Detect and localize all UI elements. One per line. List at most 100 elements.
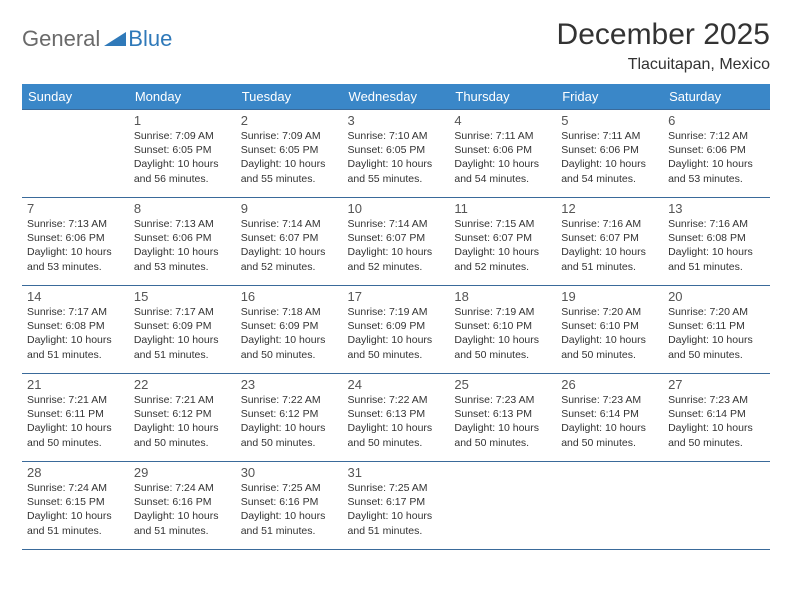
calendar-cell: 12Sunrise: 7:16 AMSunset: 6:07 PMDayligh… [556, 198, 663, 286]
day-number: 14 [27, 289, 124, 304]
day-info: Sunrise: 7:11 AMSunset: 6:06 PMDaylight:… [561, 129, 658, 186]
day-info: Sunrise: 7:19 AMSunset: 6:09 PMDaylight:… [348, 305, 445, 362]
day-number: 28 [27, 465, 124, 480]
day-number: 23 [241, 377, 338, 392]
calendar-body: 1 Sunrise: 7:09 AMSunset: 6:05 PMDaylight… [22, 110, 770, 550]
logo-text-general: General [22, 26, 100, 52]
calendar-cell: 15Sunrise: 7:17 AMSunset: 6:09 PMDayligh… [129, 286, 236, 374]
logo-triangle-icon [104, 28, 126, 51]
day-number: 30 [241, 465, 338, 480]
calendar-cell: 18Sunrise: 7:19 AMSunset: 6:10 PMDayligh… [449, 286, 556, 374]
calendar-cell: 22Sunrise: 7:21 AMSunset: 6:12 PMDayligh… [129, 374, 236, 462]
calendar-cell: 17Sunrise: 7:19 AMSunset: 6:09 PMDayligh… [343, 286, 450, 374]
day-number: 18 [454, 289, 551, 304]
calendar-cell: 11Sunrise: 7:15 AMSunset: 6:07 PMDayligh… [449, 198, 556, 286]
day-info: Sunrise: 7:23 AMSunset: 6:14 PMDaylight:… [561, 393, 658, 450]
day-number: 27 [668, 377, 765, 392]
calendar-cell: 23Sunrise: 7:22 AMSunset: 6:12 PMDayligh… [236, 374, 343, 462]
calendar-header-row: SundayMondayTuesdayWednesdayThursdayFrid… [22, 84, 770, 110]
day-info: Sunrise: 7:14 AMSunset: 6:07 PMDaylight:… [348, 217, 445, 274]
day-number: 2 [241, 113, 338, 128]
day-info: Sunrise: 7:12 AMSunset: 6:06 PMDaylight:… [668, 129, 765, 186]
day-number: 13 [668, 201, 765, 216]
page-title: December 2025 [557, 18, 770, 52]
day-number: 1 [134, 113, 231, 128]
weekday-header: Tuesday [236, 84, 343, 110]
calendar-cell: 16Sunrise: 7:18 AMSunset: 6:09 PMDayligh… [236, 286, 343, 374]
day-info: Sunrise: 7:22 AMSunset: 6:12 PMDaylight:… [241, 393, 338, 450]
day-number: 20 [668, 289, 765, 304]
day-number: 26 [561, 377, 658, 392]
calendar-cell: 21Sunrise: 7:21 AMSunset: 6:11 PMDayligh… [22, 374, 129, 462]
day-info: Sunrise: 7:25 AMSunset: 6:17 PMDaylight:… [348, 481, 445, 538]
day-info: Sunrise: 7:09 AMSunset: 6:05 PMDaylight:… [241, 129, 338, 186]
day-number: 6 [668, 113, 765, 128]
weekday-header: Saturday [663, 84, 770, 110]
calendar-cell: 28Sunrise: 7:24 AMSunset: 6:15 PMDayligh… [22, 462, 129, 550]
calendar-cell [22, 110, 129, 198]
calendar-cell: 31Sunrise: 7:25 AMSunset: 6:17 PMDayligh… [343, 462, 450, 550]
weekday-header: Wednesday [343, 84, 450, 110]
calendar-cell: 30Sunrise: 7:25 AMSunset: 6:16 PMDayligh… [236, 462, 343, 550]
day-number: 24 [348, 377, 445, 392]
day-number: 4 [454, 113, 551, 128]
logo-text-blue: Blue [128, 26, 172, 52]
day-info: Sunrise: 7:19 AMSunset: 6:10 PMDaylight:… [454, 305, 551, 362]
day-info: Sunrise: 7:23 AMSunset: 6:13 PMDaylight:… [454, 393, 551, 450]
calendar-cell: 29Sunrise: 7:24 AMSunset: 6:16 PMDayligh… [129, 462, 236, 550]
day-info: Sunrise: 7:24 AMSunset: 6:15 PMDaylight:… [27, 481, 124, 538]
day-number: 11 [454, 201, 551, 216]
logo: General Blue [22, 26, 172, 52]
calendar-cell: 9Sunrise: 7:14 AMSunset: 6:07 PMDaylight… [236, 198, 343, 286]
calendar-cell: 10Sunrise: 7:14 AMSunset: 6:07 PMDayligh… [343, 198, 450, 286]
day-info: Sunrise: 7:25 AMSunset: 6:16 PMDaylight:… [241, 481, 338, 538]
day-info: Sunrise: 7:20 AMSunset: 6:10 PMDaylight:… [561, 305, 658, 362]
calendar-cell: 19Sunrise: 7:20 AMSunset: 6:10 PMDayligh… [556, 286, 663, 374]
day-info: Sunrise: 7:16 AMSunset: 6:08 PMDaylight:… [668, 217, 765, 274]
calendar-cell: 13Sunrise: 7:16 AMSunset: 6:08 PMDayligh… [663, 198, 770, 286]
day-info: Sunrise: 7:15 AMSunset: 6:07 PMDaylight:… [454, 217, 551, 274]
day-number: 5 [561, 113, 658, 128]
calendar-cell: 4Sunrise: 7:11 AMSunset: 6:06 PMDaylight… [449, 110, 556, 198]
title-block: December 2025 Tlacuitapan, Mexico [557, 18, 770, 74]
header: General Blue December 2025 Tlacuitapan, … [22, 18, 770, 74]
weekday-header: Friday [556, 84, 663, 110]
weekday-header: Sunday [22, 84, 129, 110]
day-number: 15 [134, 289, 231, 304]
day-number: 29 [134, 465, 231, 480]
day-info: Sunrise: 7:10 AMSunset: 6:05 PMDaylight:… [348, 129, 445, 186]
calendar-table: SundayMondayTuesdayWednesdayThursdayFrid… [22, 84, 770, 550]
day-info: Sunrise: 7:24 AMSunset: 6:16 PMDaylight:… [134, 481, 231, 538]
day-number: 22 [134, 377, 231, 392]
day-info: Sunrise: 7:13 AMSunset: 6:06 PMDaylight:… [134, 217, 231, 274]
calendar-cell: 24Sunrise: 7:22 AMSunset: 6:13 PMDayligh… [343, 374, 450, 462]
day-number: 7 [27, 201, 124, 216]
day-info: Sunrise: 7:13 AMSunset: 6:06 PMDaylight:… [27, 217, 124, 274]
day-info: Sunrise: 7:20 AMSunset: 6:11 PMDaylight:… [668, 305, 765, 362]
day-info: Sunrise: 7:21 AMSunset: 6:11 PMDaylight:… [27, 393, 124, 450]
calendar-cell: 1Sunrise: 7:09 AMSunset: 6:05 PMDaylight… [129, 110, 236, 198]
calendar-cell: 5Sunrise: 7:11 AMSunset: 6:06 PMDaylight… [556, 110, 663, 198]
day-info: Sunrise: 7:23 AMSunset: 6:14 PMDaylight:… [668, 393, 765, 450]
day-number: 10 [348, 201, 445, 216]
weekday-header: Monday [129, 84, 236, 110]
calendar-cell: 14Sunrise: 7:17 AMSunset: 6:08 PMDayligh… [22, 286, 129, 374]
calendar-cell: 20Sunrise: 7:20 AMSunset: 6:11 PMDayligh… [663, 286, 770, 374]
day-number: 3 [348, 113, 445, 128]
calendar-cell [663, 462, 770, 550]
day-number: 8 [134, 201, 231, 216]
day-number: 12 [561, 201, 658, 216]
day-number: 19 [561, 289, 658, 304]
calendar-cell [449, 462, 556, 550]
day-info: Sunrise: 7:22 AMSunset: 6:13 PMDaylight:… [348, 393, 445, 450]
calendar-cell: 2Sunrise: 7:09 AMSunset: 6:05 PMDaylight… [236, 110, 343, 198]
calendar-cell: 25Sunrise: 7:23 AMSunset: 6:13 PMDayligh… [449, 374, 556, 462]
weekday-header: Thursday [449, 84, 556, 110]
calendar-cell: 26Sunrise: 7:23 AMSunset: 6:14 PMDayligh… [556, 374, 663, 462]
day-info: Sunrise: 7:17 AMSunset: 6:08 PMDaylight:… [27, 305, 124, 362]
calendar-cell: 27Sunrise: 7:23 AMSunset: 6:14 PMDayligh… [663, 374, 770, 462]
day-info: Sunrise: 7:21 AMSunset: 6:12 PMDaylight:… [134, 393, 231, 450]
day-number: 25 [454, 377, 551, 392]
day-number: 16 [241, 289, 338, 304]
calendar-cell: 3Sunrise: 7:10 AMSunset: 6:05 PMDaylight… [343, 110, 450, 198]
